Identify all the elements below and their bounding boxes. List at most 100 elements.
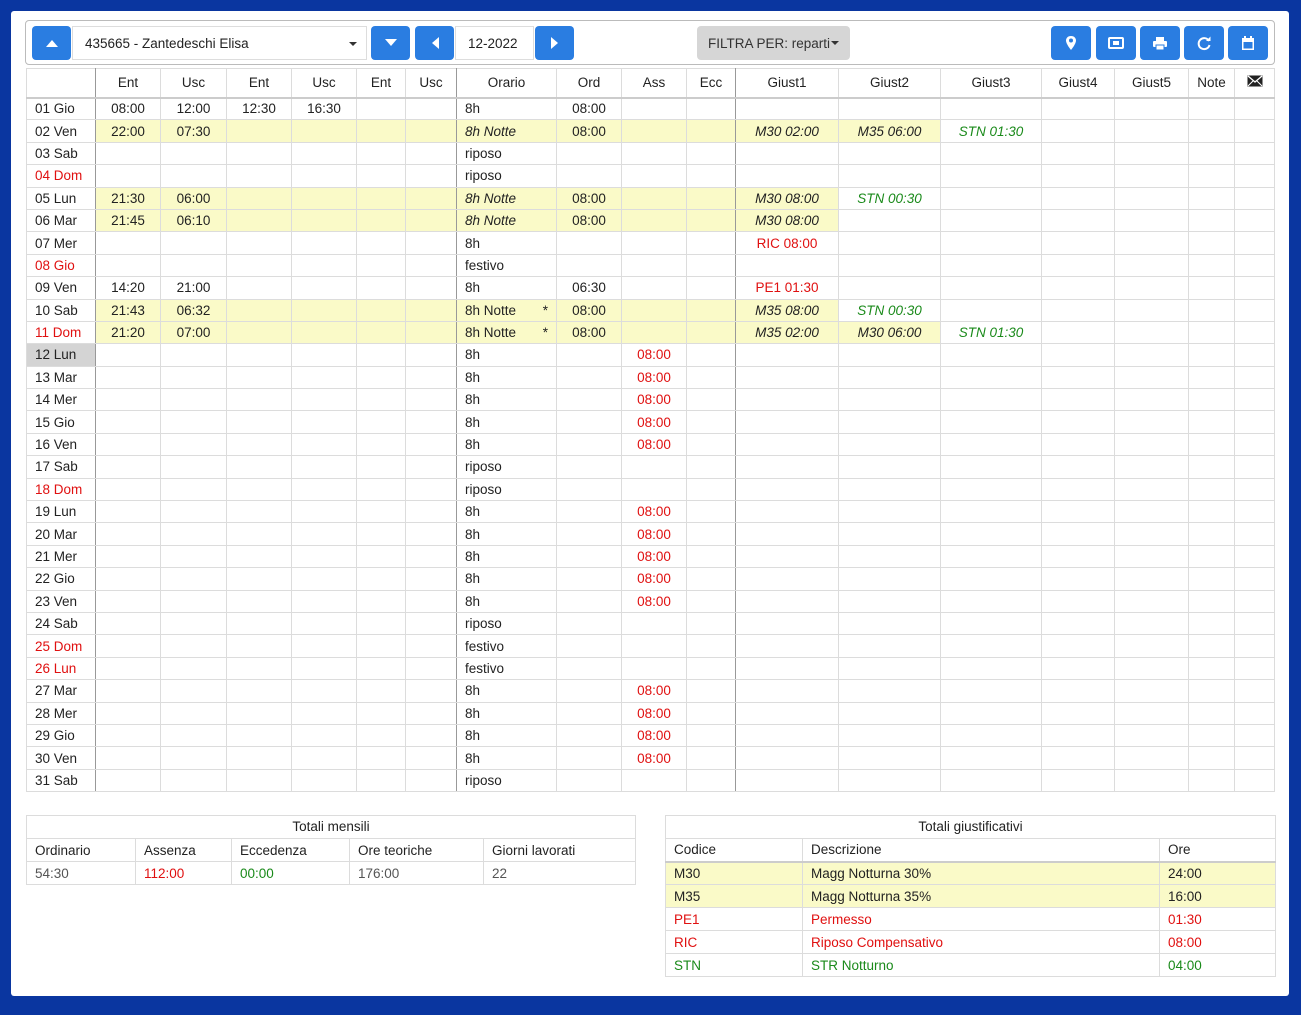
- cell: [1041, 186, 1115, 210]
- cell: [1234, 611, 1275, 636]
- cell: [940, 723, 1042, 748]
- cell: 16:30: [291, 96, 357, 121]
- cell: [621, 231, 687, 255]
- cell: [1188, 186, 1235, 210]
- cell: [556, 589, 622, 613]
- cell: [160, 701, 227, 725]
- cell: RIC 08:00: [735, 231, 839, 255]
- cell: [1234, 723, 1275, 748]
- cell: [1041, 119, 1115, 143]
- next-month-button[interactable]: [535, 26, 574, 60]
- day-cell: 23 Ven: [26, 589, 96, 613]
- mail-header: [1234, 68, 1275, 99]
- cell: [838, 611, 941, 636]
- cell: [1188, 544, 1235, 569]
- cell: 08:00: [621, 365, 687, 390]
- cell: [226, 455, 292, 479]
- timesheet-table: Ent Usc Ent Usc Ent Usc Orario Ord Ass Ecc Giust1 G…: [26, 68, 1275, 793]
- cell: [1041, 365, 1115, 390]
- cell: [291, 679, 357, 703]
- cell: [291, 701, 357, 725]
- filter-button[interactable]: FILTRA PER: reparti: [697, 26, 850, 60]
- cell: [940, 746, 1042, 770]
- column-header: Ent: [226, 68, 292, 99]
- cell: 08:00: [621, 522, 687, 546]
- cell: [291, 231, 357, 255]
- cell: [1188, 768, 1235, 793]
- day-cell: 25 Dom: [26, 634, 96, 658]
- employee-select[interactable]: 435665 - Zantedeschi Elisa: [72, 26, 367, 60]
- cell: [686, 141, 736, 166]
- cell: [621, 276, 687, 300]
- cell: [838, 746, 941, 770]
- day-cell: 14 Mer: [26, 388, 96, 412]
- cell: [1041, 343, 1115, 367]
- column-header: Descrizione: [802, 838, 1160, 863]
- day-row: 04 Dom riposo: [26, 164, 1275, 188]
- code-row: RIC Riposo Compensativo 08:00: [665, 930, 1276, 954]
- cell: [940, 298, 1042, 322]
- cell: 04:00: [1159, 953, 1276, 977]
- day-cell: 19 Lun: [26, 500, 96, 524]
- refresh-button[interactable]: [1184, 26, 1224, 60]
- cell: [1114, 141, 1189, 166]
- cell: [160, 141, 227, 166]
- cell: [735, 768, 839, 793]
- cell: [226, 253, 292, 278]
- prev-month-button[interactable]: [415, 26, 454, 60]
- month-input[interactable]: 12-2022: [455, 26, 534, 60]
- cell: [1234, 746, 1275, 770]
- prev-employee-button[interactable]: [32, 26, 71, 60]
- cell: [291, 253, 357, 278]
- cell: [686, 701, 736, 725]
- cell: 8h: [456, 567, 557, 591]
- calendar-button[interactable]: [1228, 26, 1268, 60]
- cell: [95, 343, 161, 367]
- cell: [160, 567, 227, 591]
- cell: [940, 186, 1042, 210]
- cell: [160, 477, 227, 502]
- cell: [356, 544, 406, 569]
- print-button[interactable]: [1140, 26, 1180, 60]
- cell: [1114, 343, 1189, 367]
- cell: [226, 164, 292, 188]
- cell: [1041, 320, 1115, 345]
- cell: [160, 589, 227, 613]
- cell: 08:00: [556, 119, 622, 143]
- cell: [1041, 477, 1115, 502]
- cell: [160, 365, 227, 390]
- cell: [356, 119, 406, 143]
- cell: [356, 432, 406, 457]
- cell: 08:00: [556, 96, 622, 121]
- cell: 176:00: [349, 861, 484, 885]
- cell: [356, 141, 406, 166]
- cell: 8h: [456, 432, 557, 457]
- day-row: 07 Mer 8h RIC 08:00: [26, 231, 1275, 255]
- card-button[interactable]: [1096, 26, 1136, 60]
- day-row: 24 Sab riposo: [26, 611, 1275, 636]
- cell: [226, 656, 292, 681]
- cell: [838, 701, 941, 725]
- cell: [1234, 231, 1275, 255]
- location-button[interactable]: [1051, 26, 1091, 60]
- cell: [1188, 656, 1235, 681]
- cell: [621, 186, 687, 210]
- cell: 22: [483, 861, 636, 885]
- next-employee-button[interactable]: [371, 26, 410, 60]
- cell: [686, 388, 736, 412]
- cell: 08:00: [621, 432, 687, 457]
- cell: [95, 455, 161, 479]
- cell: [1041, 656, 1115, 681]
- day-row: 14 Mer 8h 08:00: [26, 388, 1275, 412]
- cell: [226, 522, 292, 546]
- cell: [621, 141, 687, 166]
- cell: [1188, 432, 1235, 457]
- cell: [556, 768, 622, 793]
- day-cell: 20 Mar: [26, 522, 96, 546]
- day-cell: 21 Mer: [26, 544, 96, 569]
- cell: M30: [665, 861, 803, 885]
- cell: [291, 544, 357, 569]
- cell: [95, 231, 161, 255]
- cell: [556, 388, 622, 412]
- cell: [226, 477, 292, 502]
